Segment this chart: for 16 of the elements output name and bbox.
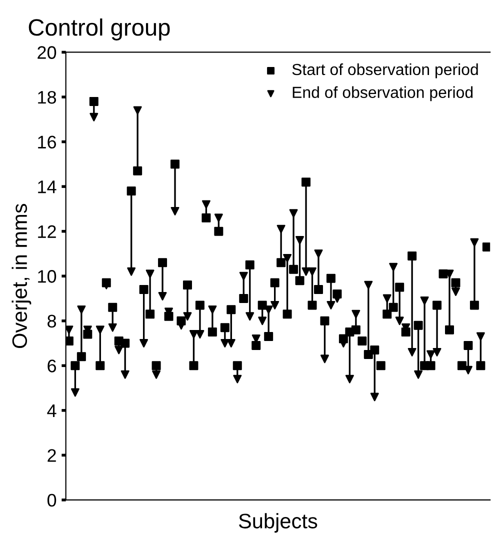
y-tick-label: 14 <box>38 180 56 194</box>
legend-label: Start of observation period <box>292 63 478 78</box>
y-tick-label: 18 <box>38 90 56 104</box>
y-tick-label: 4 <box>47 404 56 417</box>
y-tick-label: 6 <box>48 360 56 372</box>
y-tick-label: 2 <box>48 449 56 462</box>
x-axis-title: Subjects <box>238 513 318 533</box>
y-tick-label: 0 <box>47 494 56 507</box>
y-tick-label: 16 <box>38 136 56 148</box>
chart-title: Control group <box>28 18 170 40</box>
y-tick-label: 10 <box>38 270 56 283</box>
legend-label: End of observation period <box>292 86 473 102</box>
y-tick-label: 20 <box>38 46 56 59</box>
y-axis-title: Overjet, in mms <box>12 204 32 348</box>
y-tick-label: 12 <box>38 225 56 238</box>
y-tick-label: 8 <box>48 314 56 328</box>
